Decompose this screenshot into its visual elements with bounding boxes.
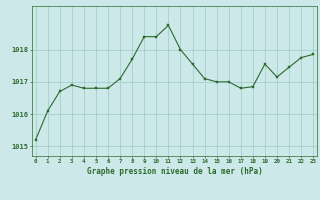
X-axis label: Graphe pression niveau de la mer (hPa): Graphe pression niveau de la mer (hPa) bbox=[86, 167, 262, 176]
